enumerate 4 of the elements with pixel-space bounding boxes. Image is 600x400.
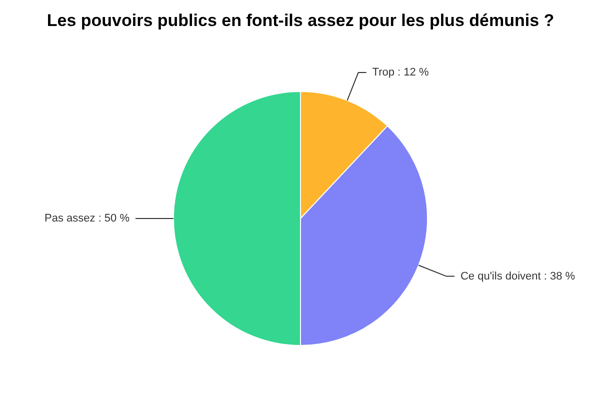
slice-label: Trop : 12 % bbox=[372, 66, 429, 79]
slice-label: Ce qu'ils doivent : 38 % bbox=[460, 270, 576, 282]
slice-label: Pas assez : 50 % bbox=[44, 212, 130, 224]
chart-title: Les pouvoirs publics en font-ils assez pour les plus démunis ? bbox=[46, 11, 554, 30]
